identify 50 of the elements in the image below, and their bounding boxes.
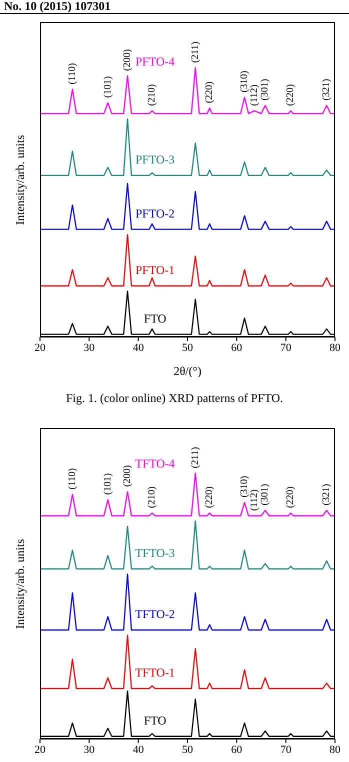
annotation: (110): [66, 63, 78, 84]
x-tick-label: 20: [34, 744, 46, 756]
annotation: (220): [204, 486, 216, 508]
annotation: (200): [122, 49, 134, 71]
annotation: (220): [204, 81, 216, 104]
series-label: TFTO-3: [135, 546, 175, 560]
x-tick-label: 50: [182, 342, 194, 354]
annotation: (321): [321, 484, 332, 506]
annotation: (211): [190, 41, 201, 63]
annotation: (210): [146, 84, 158, 106]
annotation: (210): [146, 486, 158, 508]
annotation: (321): [321, 78, 332, 100]
series-label: FTO: [144, 713, 167, 728]
annotation: (220): [285, 486, 296, 508]
annotation: (101): [102, 473, 114, 495]
x-tick-label: 20: [34, 342, 46, 354]
x-tick-label: 30: [84, 744, 96, 756]
annotation: (301): [260, 484, 271, 506]
x-tick-label: 80: [330, 744, 341, 756]
series-label: PFTO-1: [135, 262, 175, 277]
annotation: (310): [239, 476, 250, 498]
series-label: PFTO-4: [135, 54, 175, 69]
x-tick-label: 70: [280, 744, 292, 756]
annotation: (101): [102, 76, 114, 98]
x-tick-label: 60: [231, 342, 243, 354]
annotation: (211): [190, 446, 201, 468]
series-label: PFTO-2: [135, 206, 175, 220]
x-tick-label: 70: [280, 342, 292, 354]
caption: Fig. 1. (color online) XRD patterns of PFTO.: [64, 391, 284, 406]
x-tick-label: 40: [132, 744, 144, 756]
annotation: (301): [260, 78, 271, 100]
series-label: TFTO-4: [135, 456, 175, 471]
annotation: (112): [248, 489, 260, 511]
x-tick-label: 30: [84, 342, 96, 354]
text: No. 10 (2015) 107301: [0, 0, 349, 14]
series-label: TFTO-1: [135, 665, 175, 680]
y-axis-title: Intensity/arb. units: [12, 134, 28, 227]
series-label: PFTO-3: [135, 152, 175, 166]
x-tick-label: 40: [132, 342, 144, 354]
series-label: FTO: [144, 311, 167, 326]
x-tick-label: 80: [330, 342, 341, 354]
x-tick-label: 50: [182, 744, 194, 756]
annotation: (310): [239, 70, 250, 92]
x-tick-label: 60: [231, 744, 243, 756]
annotation: (220): [285, 84, 296, 106]
annotation: (110): [66, 468, 78, 490]
series-label: TFTO-2: [135, 607, 175, 622]
y-axis-title: Intensity/arb. units: [12, 538, 28, 631]
annotation: (112): [248, 84, 260, 106]
annotation: (200): [122, 465, 134, 487]
